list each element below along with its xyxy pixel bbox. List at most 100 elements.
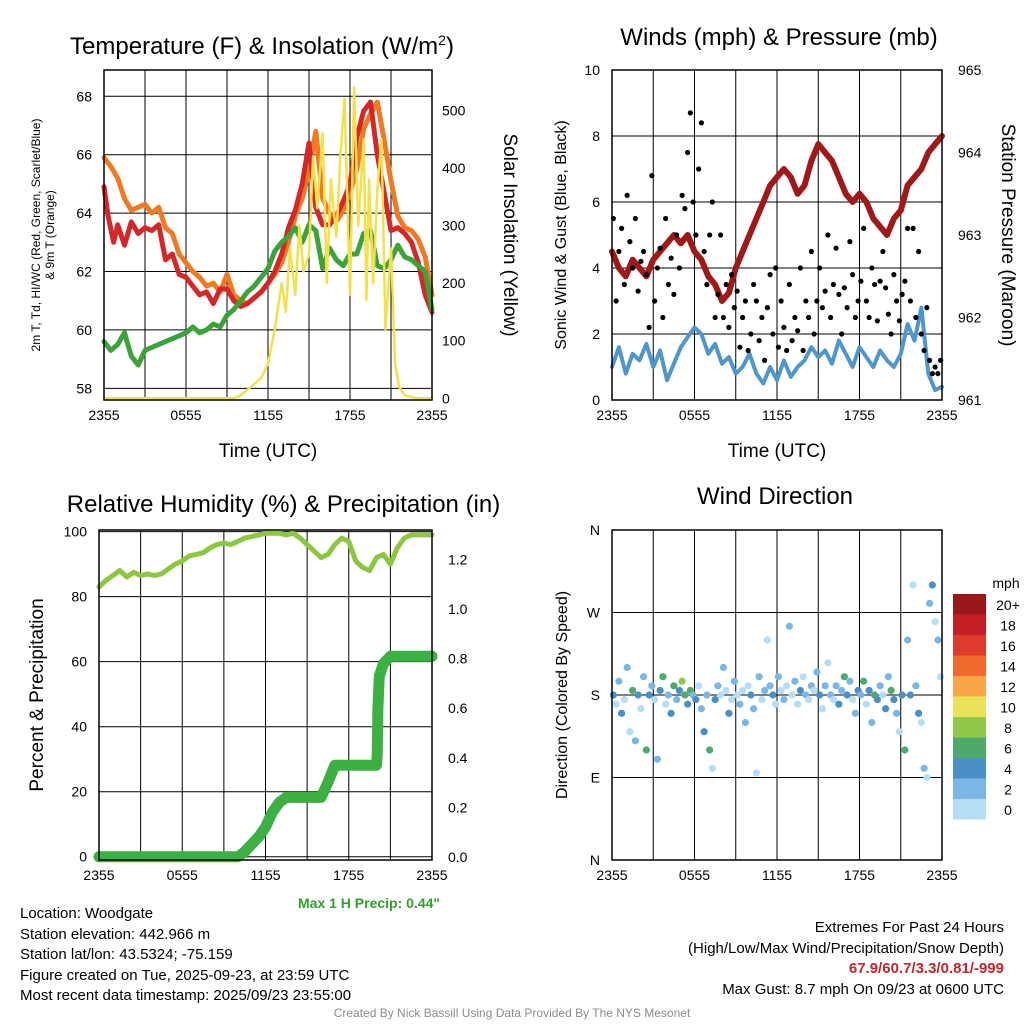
direction-point [659, 673, 667, 681]
panel-frame [611, 529, 943, 861]
gust-point [795, 328, 801, 334]
direction-point [637, 705, 645, 713]
legend-swatch [953, 799, 986, 820]
direction-point [763, 636, 771, 644]
direction-point [670, 682, 678, 690]
y2-tick-label: 0.6 [448, 700, 468, 716]
max-gust-text: Max Gust: 8.7 mph On 09/23 at 0600 UTC [722, 980, 1004, 998]
chart-title: Temperature (F) & Insolation (W/m2) [70, 32, 454, 60]
y-tick-label: 80 [71, 589, 87, 605]
gust-point [748, 331, 754, 337]
direction-point [747, 691, 755, 699]
gust-point [775, 344, 781, 350]
direction-point [926, 599, 934, 607]
direction-point [662, 700, 670, 708]
gust-point [767, 272, 773, 278]
gust-point [668, 255, 674, 261]
direction-point [937, 673, 945, 681]
gust-point [745, 347, 751, 354]
direction-point [728, 695, 736, 704]
x-tick-label: 1755 [333, 867, 364, 883]
direction-point [750, 705, 758, 713]
gust-point [641, 248, 647, 255]
gust-point [844, 305, 850, 311]
direction-point [673, 695, 681, 704]
legend-label: 16 [1000, 638, 1016, 654]
direction-point [799, 673, 807, 681]
gust-point [828, 314, 834, 321]
direction-point [862, 700, 870, 708]
direction-point [840, 673, 848, 681]
y2-tick-label: 964 [958, 145, 982, 161]
direction-point [915, 709, 923, 717]
direction-point [774, 673, 782, 681]
gust-point [643, 272, 649, 278]
x-tick-label: 1755 [334, 407, 365, 423]
speed-legend: mph 20+ 18 16 14 12 10 8 6 4 2 0 [953, 575, 1020, 820]
direction-point [805, 695, 813, 704]
y-axis-label-group: Percent & Precipitation [27, 598, 48, 791]
direction-point [829, 695, 837, 704]
gust-point [921, 347, 927, 354]
direction-point [796, 686, 804, 695]
direction-point [719, 663, 727, 672]
y-tick-label: 0 [79, 849, 87, 865]
legend-swatch [953, 778, 986, 799]
chart-title: Wind Direction [697, 483, 853, 510]
credit-line: Created By Nick Bassill Using Data Provi… [333, 1006, 691, 1020]
direction-point [651, 695, 659, 704]
gust-point [839, 331, 845, 337]
direction-point [931, 618, 939, 626]
gust-point [762, 357, 768, 363]
direction-point [700, 728, 708, 736]
direction-point [640, 673, 648, 681]
y2-axis-label: Station Pressure (Maroon) [997, 124, 1018, 347]
y-tick-label: N [590, 852, 600, 868]
gust-point [652, 298, 658, 304]
x-tick-label: 1155 [250, 867, 280, 883]
series-line [609, 133, 945, 304]
legend-title: mph [992, 575, 1019, 591]
y2-tick-label: 500 [442, 102, 466, 118]
gust-point [910, 225, 916, 231]
direction-point [838, 686, 846, 695]
legend-label: 2 [1004, 782, 1012, 798]
direction-point [813, 668, 821, 676]
gust-point [786, 281, 792, 288]
legend-swatch [953, 635, 986, 656]
direction-point [741, 718, 749, 727]
gust-point [830, 281, 836, 288]
y-tick-label: 20 [71, 784, 87, 800]
gust-point [863, 298, 869, 304]
gust-point [852, 314, 858, 321]
direction-point [865, 686, 873, 695]
gust-point [759, 314, 765, 321]
gust-point [808, 248, 814, 255]
gust-point [715, 291, 721, 297]
legend-swatch [953, 696, 986, 717]
gust-point [872, 281, 878, 288]
direction-point [653, 755, 661, 763]
x-tick-label: 2355 [83, 867, 114, 883]
x-tick-label: 1755 [844, 407, 875, 423]
series-line [93, 650, 438, 863]
legend-swatch [953, 614, 986, 635]
direction-point [642, 746, 650, 754]
direction-point [906, 691, 914, 699]
panel-frame [98, 529, 433, 861]
direction-point [615, 677, 623, 685]
y2-tick-label: 0 [442, 390, 450, 406]
gust-point [822, 288, 828, 294]
x-tick-label: 2355 [416, 407, 447, 423]
y2-axis-label: Solar Insolation (Yellow) [499, 133, 520, 336]
y2-tick-label: 1.2 [448, 552, 468, 568]
series-line [96, 530, 435, 590]
gust-point [756, 338, 762, 344]
y2-tick-label: 0.8 [448, 651, 468, 667]
gust-point [751, 281, 757, 288]
gust-point [693, 232, 699, 238]
x-tick-label: 0555 [679, 867, 710, 883]
gust-point [646, 324, 652, 330]
